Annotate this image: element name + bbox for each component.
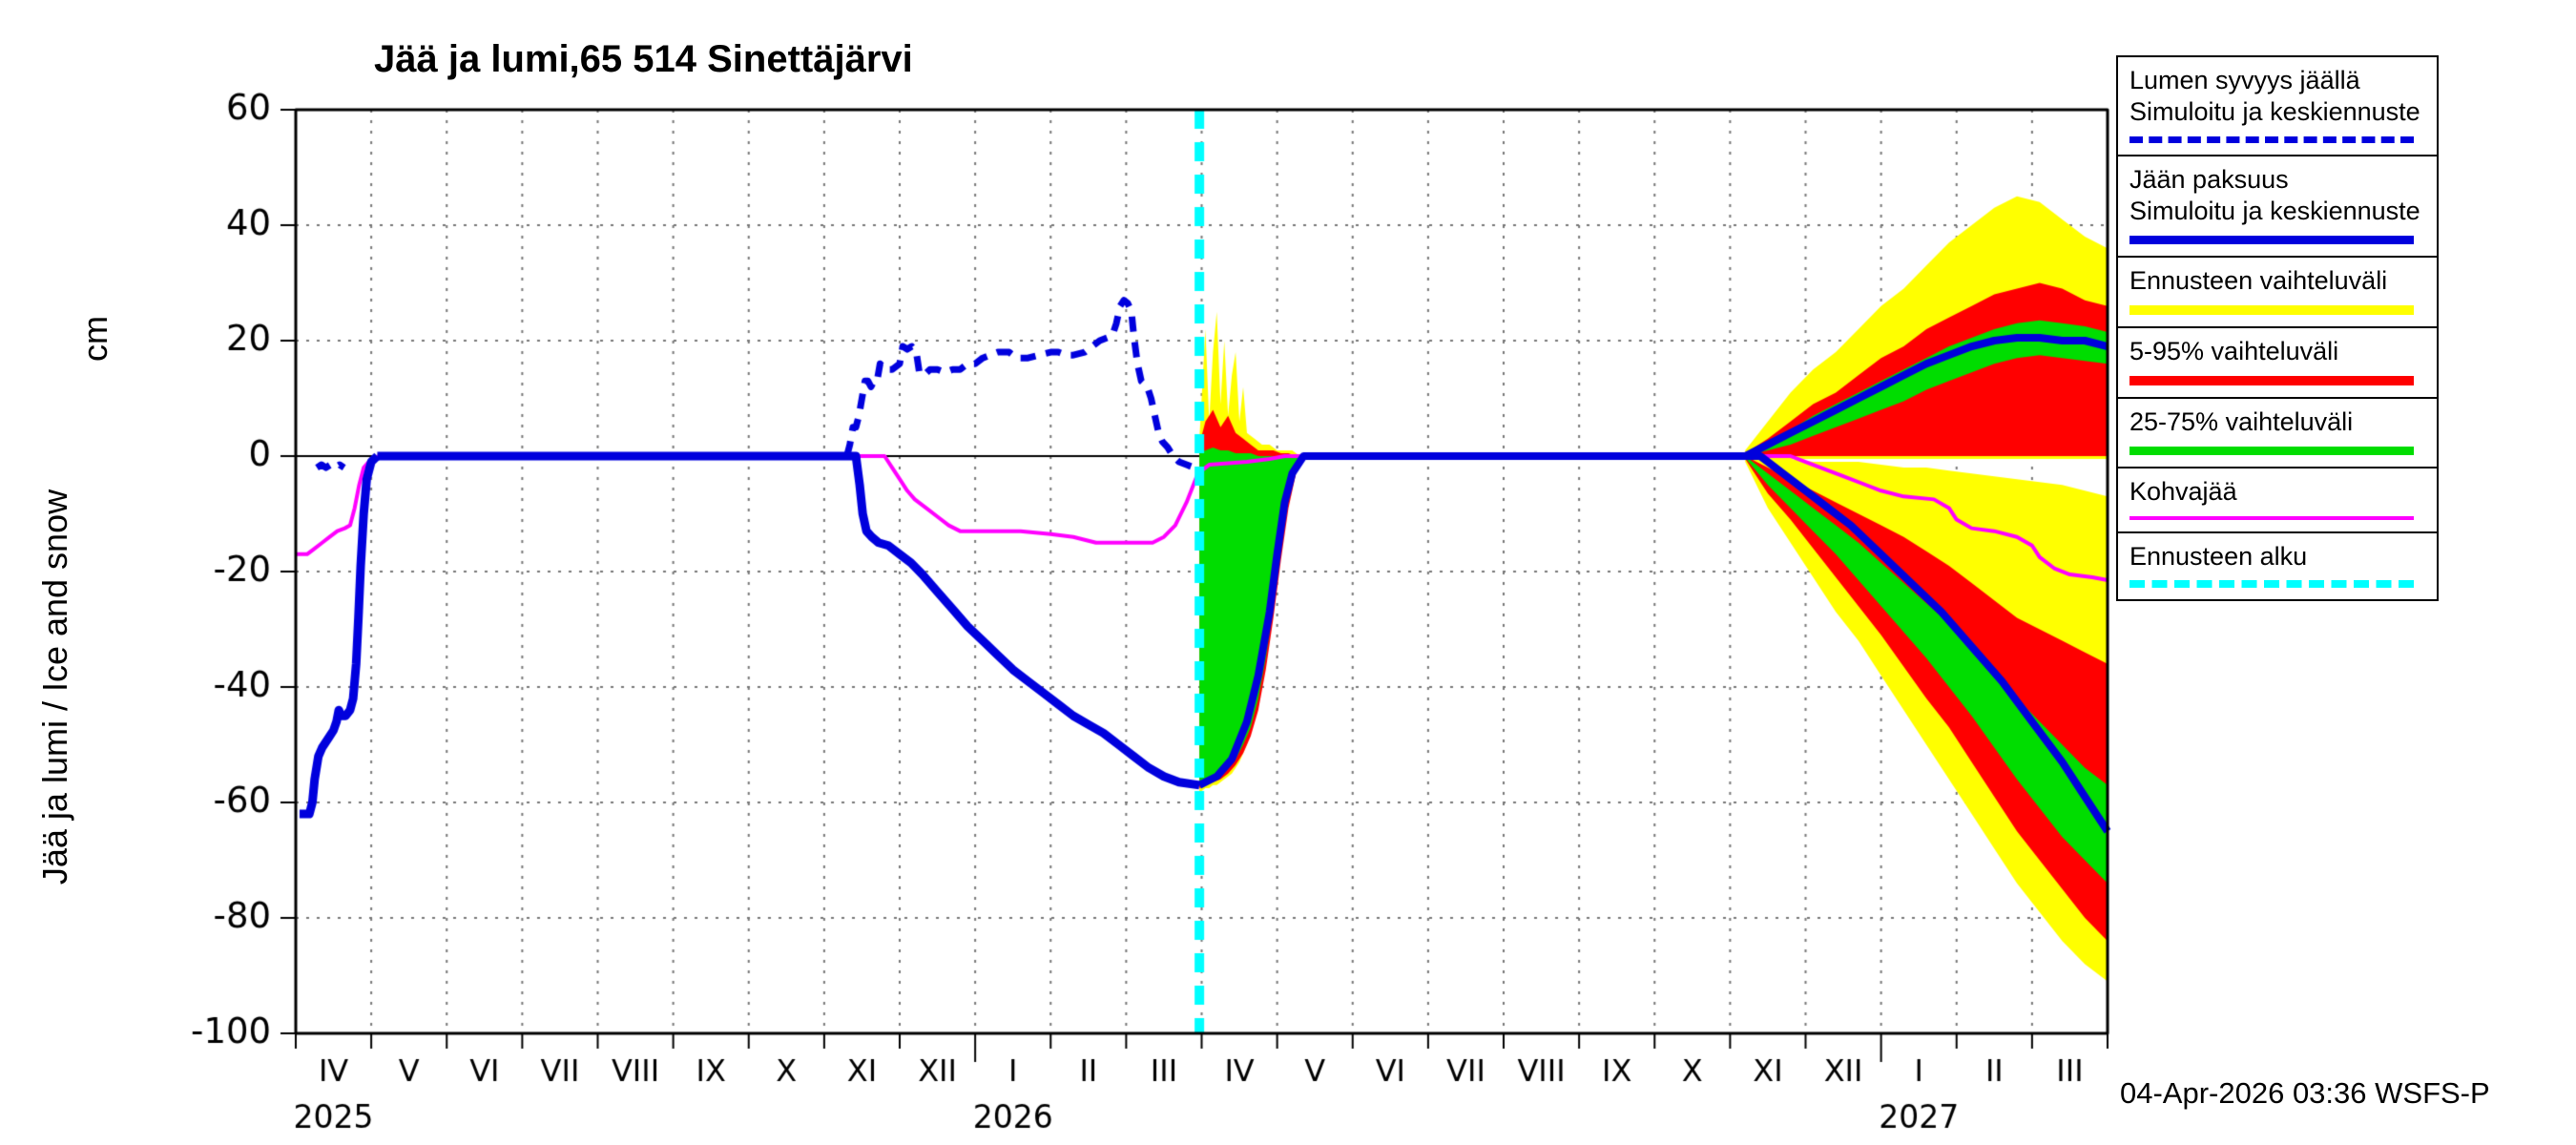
chart-title: Jää ja lumi,65 514 Sinettäjärvi [374,38,913,80]
legend-label: Ennusteen vaihteluväli [2129,265,2388,295]
legend-line-sample [2129,515,2414,520]
legend-line-sample [2129,304,2414,315]
legend-item: Kohvajää [2116,466,2439,533]
timestamp-watermark: 04-Apr-2026 03:36 WSFS-P [2120,1076,2490,1110]
legend-line-sample [2129,446,2414,455]
y-axis-label: Jää ja lumi / Ice and snow [35,489,74,885]
legend-item: 25-75% vaihteluväli [2116,396,2439,468]
legend-label: 25-75% vaihteluväli [2129,406,2354,436]
legend-label: Simuloitu ja keskiennuste [2129,196,2420,225]
legend-item: 5-95% vaihteluväli [2116,325,2439,399]
legend-label: 5-95% vaihteluväli [2129,336,2339,365]
legend-line-sample [2129,135,2414,143]
legend-line-sample [2129,375,2414,385]
legend-label: Ennusteen alku [2129,541,2308,571]
legend-label: Lumen syvyys jäällä [2129,66,2360,94]
legend-line-sample [2129,235,2414,244]
legend-label: Jään paksuus [2129,164,2289,194]
legend: Lumen syvyys jäällä Simuloitu ja keskienn… [2116,55,2439,602]
legend-item: Jään paksuus Simuloitu ja keskiennuste [2116,154,2439,258]
legend-item: Lumen syvyys jäällä Simuloitu ja keskienn… [2116,55,2439,156]
legend-item: Ennusteen alku [2116,531,2439,602]
legend-label: Simuloitu ja keskiennuste [2129,96,2420,126]
y-axis-unit-label: cm [75,316,114,362]
legend-line-sample [2129,580,2414,589]
legend-label: Kohvajää [2129,476,2237,506]
legend-item: Ennusteen vaihteluväli [2116,255,2439,328]
